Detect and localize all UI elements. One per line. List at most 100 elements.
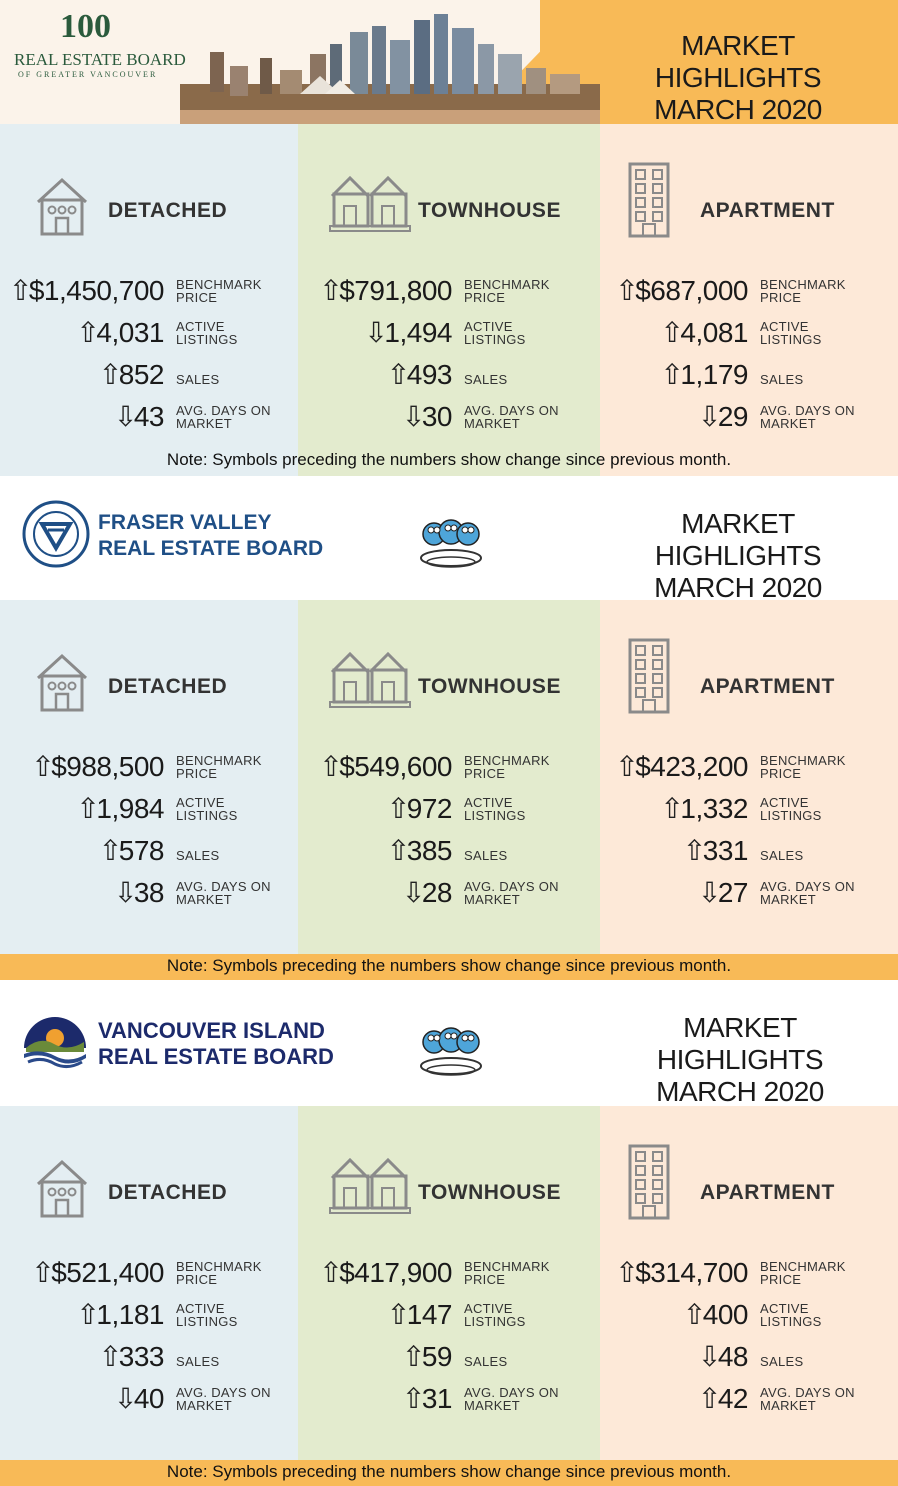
- arrow-down-icon: ⇩: [697, 1341, 722, 1372]
- avg-days-label: AVG. DAYS ON MARKET: [176, 1386, 276, 1412]
- sales-label-line1: SALES: [464, 1353, 508, 1369]
- arrow-down-icon: ⇩: [113, 877, 138, 908]
- footnote: Note: Symbols preceding the numbers show…: [166, 956, 732, 975]
- island-title-line2: MARCH 2020: [656, 1076, 824, 1107]
- apartment-column: [600, 600, 898, 954]
- benchmark-price-label-line1: BENCHMARK: [176, 277, 262, 292]
- active-listings-label-line2: LISTINGS: [464, 1314, 526, 1329]
- avg-days-label-line1: AVG. DAYS ON: [464, 1385, 559, 1400]
- active-listings-label: ACTIVE LISTINGS: [760, 796, 860, 822]
- detached-title: DETACHED: [108, 675, 228, 698]
- sales-value: 59: [421, 1341, 453, 1372]
- sales-label-line1: SALES: [176, 371, 220, 387]
- townhouse-column: [298, 600, 600, 954]
- arrow-up-icon: ⇧: [697, 1383, 722, 1414]
- arrow-down-icon: ⇩: [113, 1383, 138, 1414]
- apartment-column: [600, 1106, 898, 1460]
- benchmark-price-value: $549,600: [339, 751, 452, 782]
- note-bar: [0, 1460, 898, 1486]
- townhouse-icon: [328, 174, 412, 239]
- arrow-up-icon: ⇧: [682, 1299, 707, 1330]
- arrow-up-icon: ⇧: [660, 793, 684, 824]
- arrow-up-icon: ⇧: [660, 317, 684, 348]
- avg-days-label: AVG. DAYS ON MARKET: [464, 404, 564, 430]
- avg-days-value: 27: [717, 877, 749, 908]
- townhouse-benchmark-price-row: ⇧ $791,800 BENCHMARK PRICE: [292, 274, 564, 308]
- island-line2: REAL ESTATE BOARD: [98, 1044, 334, 1069]
- active-listings-value: 972: [406, 793, 453, 824]
- arrow-up-icon: ⇧: [386, 835, 411, 866]
- apartment-title: APARTMENT: [700, 1181, 835, 1204]
- benchmark-price-label: BENCHMARK PRICE: [760, 278, 860, 304]
- sales-label: SALES: [464, 365, 564, 386]
- arrow-up-icon: ⇧: [401, 1383, 426, 1414]
- townhouse-avg-days-row: ⇩ 30 AVG. DAYS ON MARKET: [292, 400, 564, 434]
- benchmark-price-label: BENCHMARK PRICE: [176, 278, 276, 304]
- note-bar: [0, 954, 898, 980]
- avg-days-label-line1: AVG. DAYS ON: [176, 879, 271, 894]
- sales-label-line1: SALES: [176, 1353, 220, 1369]
- arrow-up-icon: ⇧: [660, 359, 684, 390]
- avg-days-label-line2: MARKET: [464, 892, 520, 907]
- arrow-up-icon: ⇧: [31, 751, 55, 782]
- arrow-down-icon: ⇩: [364, 317, 388, 348]
- arrow-up-icon: ⇧: [31, 1257, 55, 1288]
- active-listings-label: ACTIVE LISTINGS: [176, 320, 276, 346]
- avg-days-label-line1: AVG. DAYS ON: [760, 403, 855, 418]
- detached-active-listings-row: ⇧ 1,181 ACTIVE LISTINGS: [4, 1298, 276, 1332]
- detached-icon: [34, 174, 90, 243]
- detached-active-listings-row: ⇧ 1,984 ACTIVE LISTINGS: [4, 792, 276, 826]
- active-listings-label: ACTIVE LISTINGS: [760, 1302, 860, 1328]
- sales-label-line1: SALES: [760, 371, 804, 387]
- arrow-up-icon: ⇧: [386, 359, 411, 390]
- detached-column: [0, 124, 298, 476]
- detached-benchmark-price-row: ⇧ $988,500 BENCHMARK PRICE: [4, 750, 276, 784]
- arrow-up-icon: ⇧: [98, 359, 123, 390]
- arrow-down-icon: ⇩: [401, 401, 426, 432]
- sales-value: 578: [118, 835, 165, 866]
- townhouse-sales-row: ⇧ 59 SALES: [292, 1340, 564, 1374]
- arrow-up-icon: ⇧: [319, 1257, 343, 1288]
- townhouse-column: [298, 124, 600, 476]
- active-listings-label-line2: LISTINGS: [760, 332, 822, 347]
- avg-days-label-line2: MARKET: [176, 1398, 232, 1413]
- sales-value: 493: [406, 359, 453, 390]
- benchmark-price-label: BENCHMARK PRICE: [464, 1260, 564, 1286]
- benchmark-price-label-line1: BENCHMARK: [760, 753, 846, 768]
- townhouse-icon: [328, 1156, 412, 1221]
- active-listings-label: ACTIVE LISTINGS: [464, 796, 564, 822]
- active-listings-label-line1: ACTIVE: [176, 319, 225, 334]
- fraser-header: FRASER VALLEY REAL ESTATE BOARD MARKET H…: [0, 476, 898, 603]
- avg-days-label-line2: MARKET: [176, 416, 232, 431]
- vireb-logo-icon: [24, 1017, 86, 1069]
- avg-days-label-line1: AVG. DAYS ON: [176, 1385, 271, 1400]
- logo-line2: OF GREATER VANCOUVER: [18, 70, 158, 79]
- apartment-benchmark-price-row: ⇧ $314,700 BENCHMARK PRICE: [588, 1256, 860, 1290]
- avg-days-label-line2: MARKET: [760, 892, 816, 907]
- apartment-benchmark-price-row: ⇧ $687,000 BENCHMARK PRICE: [588, 274, 860, 308]
- detached-title: DETACHED: [108, 1181, 228, 1204]
- townhouse-column: [298, 1106, 600, 1460]
- benchmark-price-label-line2: PRICE: [176, 766, 218, 781]
- sales-label: SALES: [760, 365, 860, 386]
- apartment-title: APARTMENT: [700, 199, 835, 222]
- benchmark-price-value: $1,450,700: [28, 275, 165, 306]
- fraser-seal-icon: [22, 500, 90, 568]
- townhouse-sales-row: ⇧ 385 SALES: [292, 834, 564, 868]
- detached-avg-days-row: ⇩ 43 AVG. DAYS ON MARKET: [4, 400, 276, 434]
- active-listings-value: 4,081: [680, 317, 748, 348]
- avg-days-label-line2: MARKET: [464, 1398, 520, 1413]
- active-listings-label-line2: LISTINGS: [176, 332, 238, 347]
- active-listings-label: ACTIVE LISTINGS: [464, 1302, 564, 1328]
- detached-sales-row: ⇧ 852 SALES: [4, 358, 276, 392]
- arrow-up-icon: ⇧: [98, 835, 123, 866]
- benchmark-price-label-line2: PRICE: [760, 766, 802, 781]
- benchmark-price-label-line1: BENCHMARK: [176, 1259, 262, 1274]
- arrow-up-icon: ⇧: [401, 1341, 426, 1372]
- benchmark-price-value: $423,200: [635, 751, 748, 782]
- avg-days-label-line1: AVG. DAYS ON: [176, 403, 271, 418]
- arrow-up-icon: ⇧: [615, 275, 639, 306]
- detached-icon: [34, 1156, 90, 1225]
- fraser-title-line1: MARKET HIGHLIGHTS: [654, 508, 822, 571]
- townhouse-benchmark-price-row: ⇧ $417,900 BENCHMARK PRICE: [292, 1256, 564, 1290]
